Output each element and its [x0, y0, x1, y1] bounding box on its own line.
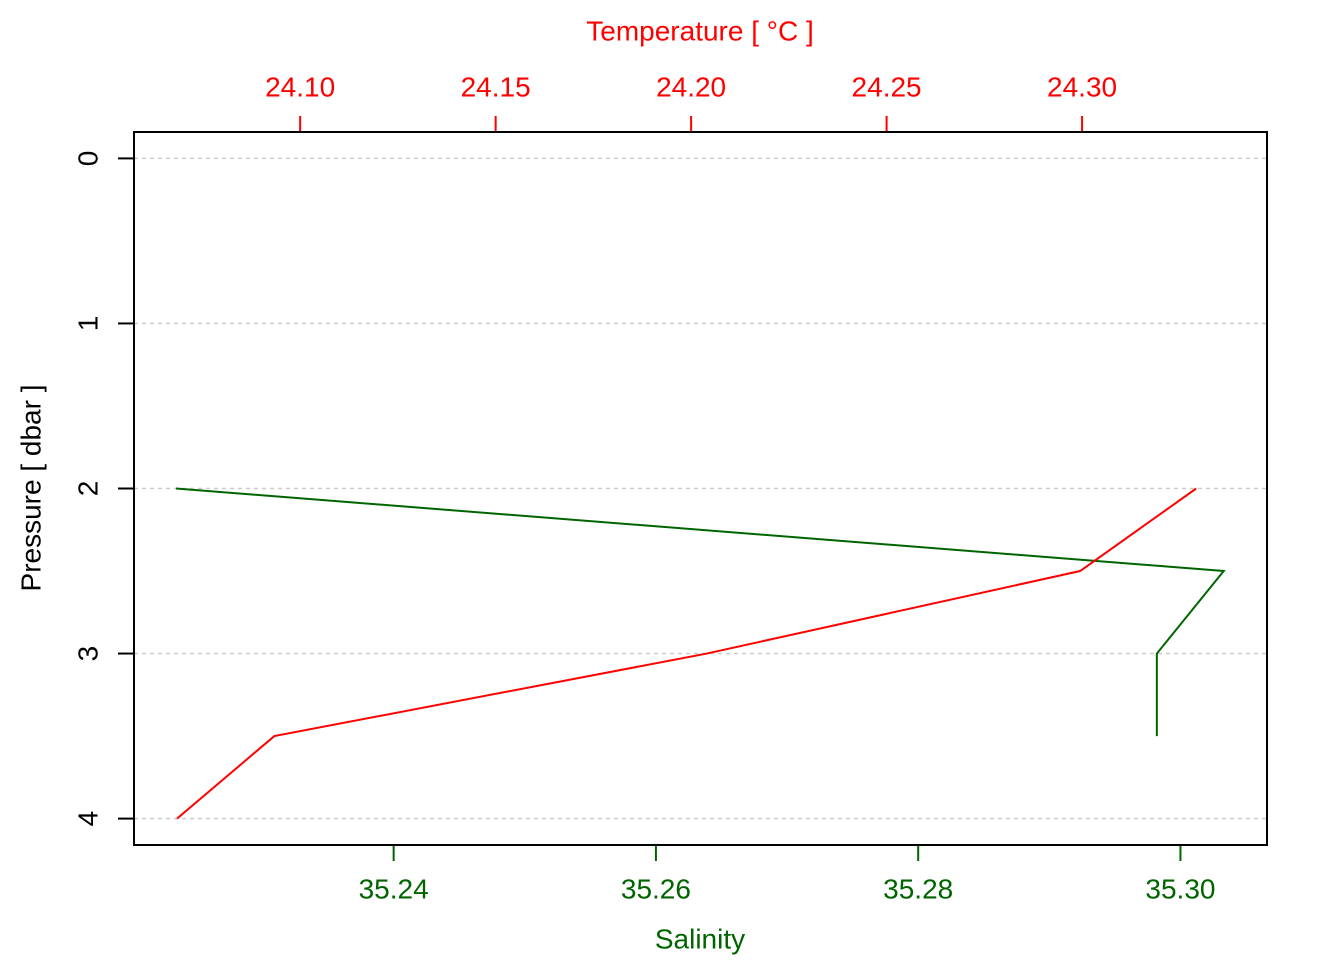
x2-axis-label: Temperature [ °C ] — [586, 15, 814, 46]
x-tick-label: 35.30 — [1145, 873, 1215, 904]
y-tick-label: 0 — [72, 151, 103, 167]
x-tick-label: 35.26 — [621, 873, 691, 904]
y-tick-label: 4 — [72, 811, 103, 827]
series-line — [175, 487, 1226, 737]
x2-tick-label: 24.25 — [852, 71, 922, 102]
x2-tick-label: 24.30 — [1047, 71, 1117, 102]
x-tick-label: 35.28 — [883, 873, 953, 904]
x-axis-label: Salinity — [655, 923, 745, 954]
series-line — [176, 487, 1197, 820]
y-tick-label: 3 — [72, 646, 103, 662]
x2-tick-label: 24.10 — [265, 71, 335, 102]
y-tick-label: 1 — [72, 316, 103, 332]
x2-tick-label: 24.20 — [656, 71, 726, 102]
y-axis-label: Pressure [ dbar ] — [15, 385, 46, 592]
x2-tick-label: 24.15 — [461, 71, 531, 102]
plot-frame — [133, 131, 1268, 846]
y-tick-label: 2 — [72, 481, 103, 497]
x-tick-label: 35.24 — [359, 873, 429, 904]
